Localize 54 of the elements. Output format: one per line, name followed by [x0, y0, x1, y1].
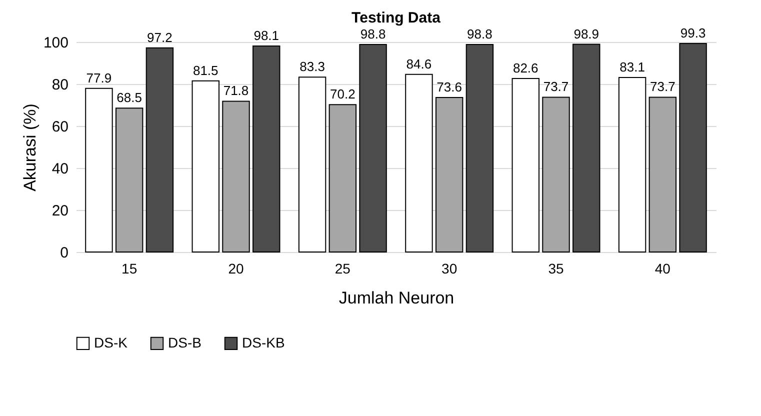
legend-label: DS-K [94, 334, 128, 350]
data-label: 73.7 [543, 79, 569, 94]
y-tick-label: 20 [52, 202, 68, 220]
y-tick-label: 40 [52, 160, 68, 178]
legend-label: DS-B [168, 334, 202, 350]
data-label: 84.6 [406, 56, 432, 72]
bar [192, 80, 220, 252]
bar [679, 42, 707, 252]
data-label: 77.9 [86, 70, 112, 86]
bar [435, 96, 464, 252]
data-label: 98.1 [254, 28, 280, 43]
data-label: 68.5 [116, 90, 142, 106]
bar [328, 104, 357, 252]
y-tick-label: 60 [52, 118, 68, 136]
data-label: 73.7 [650, 79, 676, 94]
data-label: 71.8 [223, 83, 249, 98]
bar [115, 108, 144, 252]
y-tick-label: 100 [43, 34, 68, 52]
x-tick-label: 30 [442, 260, 458, 276]
bar [298, 76, 326, 252]
data-label: 98.9 [574, 26, 600, 42]
data-label: 83.1 [620, 59, 645, 74]
data-label: 97.2 [147, 30, 172, 45]
chart-title: Testing Data [352, 9, 442, 26]
data-label: 99.3 [680, 25, 706, 40]
x-axis-title: Jumlah Neuron [338, 288, 454, 308]
data-label: 70.2 [330, 86, 356, 102]
bar [542, 96, 570, 252]
bar [146, 47, 174, 252]
x-tick-label: 35 [548, 260, 564, 276]
bar [648, 96, 677, 252]
x-tick-label: 40 [654, 260, 671, 276]
bar [618, 76, 646, 252]
y-axis-title: Akurasi (%) [20, 104, 40, 192]
bar [466, 44, 494, 252]
legend-label: DS-KB [242, 334, 285, 350]
data-label: 82.6 [512, 60, 538, 76]
y-tick-label: 0 [60, 244, 68, 262]
bar [252, 45, 280, 252]
bar [222, 100, 250, 252]
x-tick-label: 25 [334, 260, 351, 276]
x-tick-label: 20 [228, 260, 244, 276]
y-tick-label: 80 [52, 76, 68, 94]
bar [572, 44, 600, 252]
bar [512, 78, 540, 252]
data-label: 83.3 [300, 59, 325, 74]
bar [85, 88, 113, 252]
data-label: 98.8 [360, 26, 386, 42]
bar [405, 74, 433, 252]
x-tick-label: 15 [122, 260, 138, 276]
data-label: 81.5 [192, 62, 218, 78]
data-label: 98.8 [467, 26, 492, 42]
bar [359, 44, 387, 252]
data-label: 73.6 [436, 79, 462, 94]
